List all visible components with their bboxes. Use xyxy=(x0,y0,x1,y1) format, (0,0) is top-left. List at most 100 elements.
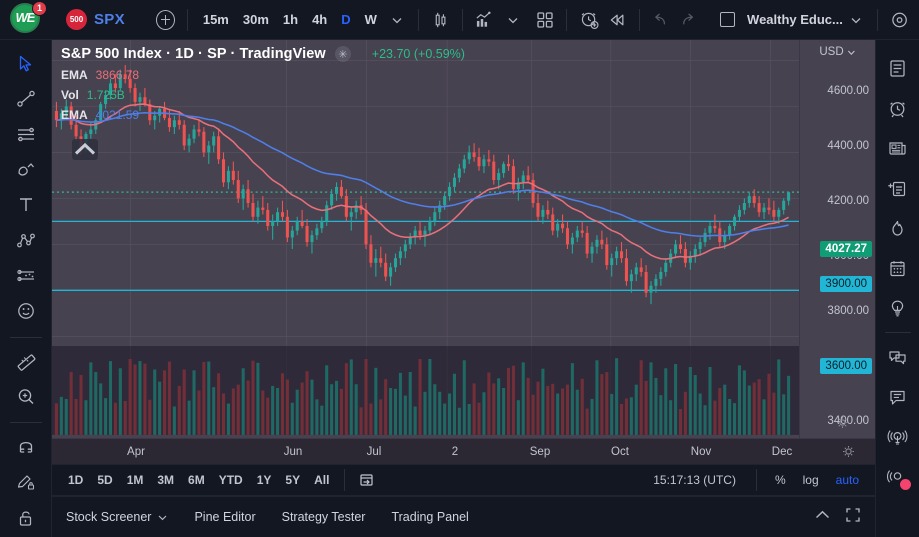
replay-button[interactable] xyxy=(604,6,631,34)
timeframe-1w[interactable]: W xyxy=(364,12,377,27)
price-axis-label: 4400.00 xyxy=(827,140,869,152)
layout-save-button[interactable] xyxy=(714,6,740,34)
price-axis-label: 3800.00 xyxy=(827,305,869,317)
panel-strategy-tester[interactable]: Strategy Tester xyxy=(281,510,366,524)
layout-menu-button[interactable] xyxy=(843,6,869,34)
emoji-icon xyxy=(17,303,34,320)
hotlist-button[interactable] xyxy=(880,208,916,248)
calendar-icon xyxy=(890,260,905,276)
public-chat-button[interactable] xyxy=(880,377,916,417)
auto-scale-button[interactable]: auto xyxy=(835,473,859,487)
undo-button[interactable] xyxy=(648,6,674,34)
chevron-down-icon xyxy=(159,515,167,520)
indicators-button[interactable] xyxy=(471,6,500,34)
pitchfork-icon xyxy=(17,163,34,176)
panel-trading-panel[interactable]: Trading Panel xyxy=(391,510,469,524)
price-axis-badge: 4027.27 xyxy=(820,241,872,257)
timeframe-1h[interactable]: 1h xyxy=(282,12,299,27)
undo-icon xyxy=(655,13,666,24)
timeframe-30m[interactable]: 30m xyxy=(242,12,269,27)
symbol-selector[interactable]: 500 SPX xyxy=(66,9,125,30)
chart-style-button[interactable] xyxy=(427,6,454,34)
alert-button[interactable] xyxy=(575,6,604,34)
log-scale-button[interactable]: log xyxy=(802,473,819,487)
range-ytd[interactable]: YTD xyxy=(218,473,243,487)
toolbar-divider xyxy=(186,8,188,31)
alerts-button[interactable] xyxy=(880,88,916,128)
goto-date-button[interactable] xyxy=(353,466,379,494)
fullscreen-button[interactable] xyxy=(845,507,861,528)
chevron-down-icon xyxy=(392,17,402,23)
bottom-status-bar: Stock Screener Pine Editor Strategy Test… xyxy=(52,496,875,537)
chat-button[interactable] xyxy=(880,337,916,377)
gear-icon xyxy=(837,417,848,428)
broadcast-button[interactable] xyxy=(880,417,916,457)
measure-tool[interactable] xyxy=(7,345,45,377)
toolbar-divider xyxy=(876,8,878,31)
lock-drawings-tool[interactable] xyxy=(7,502,45,534)
timeframe-more-button[interactable] xyxy=(384,6,410,34)
timeframe-1d[interactable]: D xyxy=(341,12,351,27)
layout-square-icon xyxy=(719,12,735,27)
calendar-button[interactable] xyxy=(880,248,916,288)
price-scale[interactable]: USD 4600.004400.004200.004000.003800.003… xyxy=(799,40,875,438)
toolbar-separator xyxy=(9,422,42,423)
range-1d[interactable]: 1D xyxy=(68,473,84,487)
chevron-down-icon xyxy=(508,17,518,23)
range-5d[interactable]: 5D xyxy=(97,473,113,487)
zoom-tool[interactable] xyxy=(7,381,45,413)
panel-stock-screener[interactable]: Stock Screener xyxy=(66,510,168,524)
pitchfork-tool[interactable] xyxy=(7,154,45,186)
layout-grid-button[interactable] xyxy=(532,6,558,34)
range-5y[interactable]: 5Y xyxy=(285,473,301,487)
panel-pine-editor[interactable]: Pine Editor xyxy=(194,510,256,524)
app-logo[interactable]: WE 1 xyxy=(10,0,47,37)
sidebar-separator xyxy=(884,332,911,333)
timeframe-4h[interactable]: 4h xyxy=(312,12,328,27)
range-all[interactable]: All xyxy=(314,473,330,487)
ruler-icon xyxy=(17,354,35,371)
layout-icon xyxy=(537,11,553,28)
data-window-icon xyxy=(888,181,906,196)
indicators-caret-button[interactable] xyxy=(500,6,526,34)
alerts-clock-icon xyxy=(890,101,905,117)
settings-button[interactable] xyxy=(886,6,913,34)
news-button[interactable] xyxy=(880,128,916,168)
ideas-button[interactable] xyxy=(880,288,916,328)
text-tool[interactable] xyxy=(7,189,45,221)
redo-button[interactable] xyxy=(674,6,700,34)
range-3m[interactable]: 3M xyxy=(157,473,175,487)
price-scale-settings-button[interactable] xyxy=(836,416,849,434)
alert-clock-icon xyxy=(581,12,599,29)
chart-canvas[interactable]: S&P 500 Index · 1D · SP · TradingView ✳ … xyxy=(52,40,799,438)
range-1y[interactable]: 1Y xyxy=(256,473,272,487)
cursor-tool[interactable] xyxy=(7,48,45,80)
chevron-down-icon xyxy=(851,17,861,23)
collapse-panel-button[interactable] xyxy=(814,508,831,526)
time-scale[interactable]: Apr Jun Jul 2 Sep Oct Nov Dec xyxy=(52,438,875,465)
notifications-button[interactable] xyxy=(880,457,916,497)
add-symbol-button[interactable] xyxy=(152,6,179,34)
top-toolbar: WE 1 500 SPX 15m 30m 1h 4h D W xyxy=(0,0,919,40)
range-divider xyxy=(344,469,346,491)
timeframe-15m[interactable]: 15m xyxy=(202,12,229,27)
app-body: S&P 500 Index · 1D · SP · TradingView ✳ … xyxy=(0,40,919,537)
magnet-tool[interactable] xyxy=(7,431,45,463)
currency-selector[interactable]: USD xyxy=(819,46,855,58)
layout-name-label[interactable]: Wealthy Educ... xyxy=(747,12,843,27)
emoji-tool[interactable] xyxy=(7,295,45,327)
range-6m[interactable]: 6M xyxy=(188,473,205,487)
range-1m[interactable]: 1M xyxy=(126,473,144,487)
range-right-group: 15:17:13 (UTC) % log auto xyxy=(653,469,866,491)
percent-scale-button[interactable]: % xyxy=(774,473,786,487)
drawing-mode-tool[interactable] xyxy=(7,466,45,498)
data-window-button[interactable] xyxy=(880,168,916,208)
horizontal-lines-tool[interactable] xyxy=(7,119,45,151)
logo-notification-badge: 1 xyxy=(32,0,47,16)
legend-collapse-button[interactable] xyxy=(72,139,98,160)
patterns-tool[interactable] xyxy=(7,225,45,257)
trend-line-tool[interactable] xyxy=(7,83,45,115)
watchlist-button[interactable] xyxy=(880,48,916,88)
time-scale-settings-button[interactable] xyxy=(842,445,855,463)
prediction-tool[interactable] xyxy=(7,260,45,292)
